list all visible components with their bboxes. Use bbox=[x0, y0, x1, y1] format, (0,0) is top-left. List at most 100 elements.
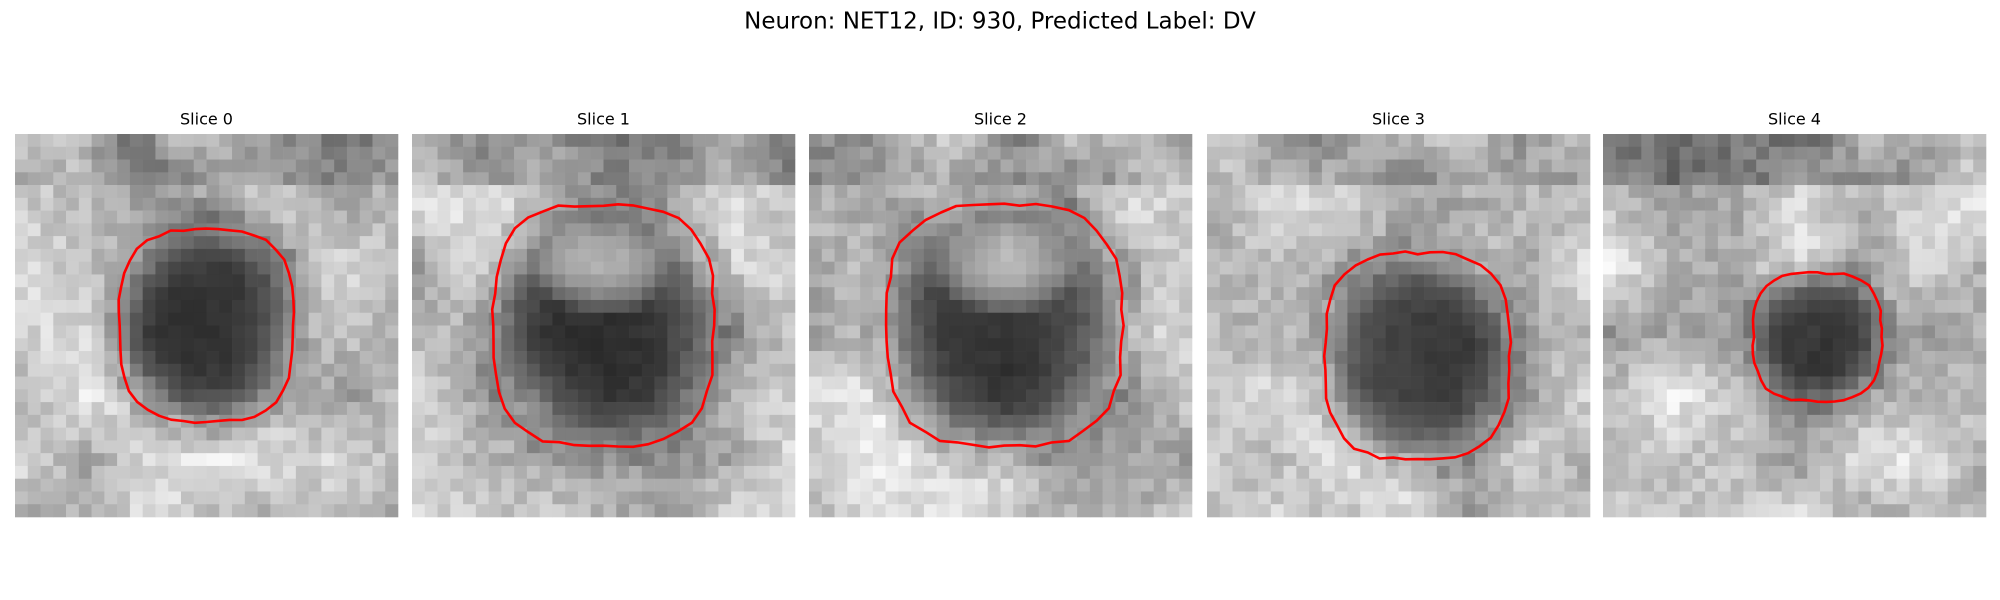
pixel bbox=[1717, 261, 1731, 275]
pixel bbox=[1756, 197, 1770, 211]
pixel bbox=[898, 312, 912, 326]
pixel bbox=[475, 185, 489, 199]
pixel bbox=[1717, 491, 1731, 505]
pixel bbox=[1832, 248, 1846, 262]
pixel bbox=[1845, 414, 1859, 428]
pixel bbox=[129, 287, 143, 301]
pixel bbox=[1679, 504, 1693, 518]
pixel bbox=[514, 453, 528, 467]
pixel bbox=[1064, 299, 1078, 314]
pixel bbox=[15, 465, 29, 479]
pixel bbox=[1089, 389, 1103, 403]
pixel bbox=[1615, 402, 1629, 416]
pixel bbox=[104, 312, 118, 326]
pixel bbox=[1551, 312, 1565, 326]
pixel bbox=[1743, 389, 1757, 403]
pixel bbox=[168, 274, 182, 288]
pixel bbox=[514, 402, 528, 416]
pixel bbox=[66, 478, 80, 492]
pixel bbox=[1717, 236, 1731, 250]
pixel bbox=[1000, 491, 1014, 505]
pixel bbox=[1973, 197, 1987, 211]
pixel bbox=[244, 351, 258, 365]
pixel bbox=[1615, 363, 1629, 377]
pixel bbox=[1883, 172, 1897, 186]
pixel bbox=[1462, 402, 1476, 416]
pixel bbox=[412, 491, 426, 505]
pixel bbox=[1794, 325, 1808, 339]
pixel bbox=[834, 325, 848, 339]
pixel bbox=[1270, 376, 1284, 390]
pixel bbox=[232, 287, 246, 301]
pixel bbox=[104, 299, 118, 314]
pixel bbox=[667, 197, 681, 211]
pixel bbox=[1321, 478, 1335, 492]
pixel bbox=[756, 172, 770, 186]
pixel bbox=[1615, 274, 1629, 288]
pixel bbox=[1102, 312, 1116, 326]
pixel bbox=[1283, 248, 1297, 262]
pixel bbox=[1219, 338, 1233, 352]
pixel bbox=[834, 465, 848, 479]
pixel bbox=[898, 248, 912, 262]
pixel bbox=[1500, 261, 1514, 275]
pixel bbox=[257, 146, 271, 160]
pixel bbox=[1449, 312, 1463, 326]
pixel bbox=[1462, 197, 1476, 211]
pixel bbox=[1449, 414, 1463, 428]
pixel bbox=[1973, 312, 1987, 326]
pixel bbox=[1077, 363, 1091, 377]
pixel bbox=[565, 363, 579, 377]
pixel bbox=[1089, 248, 1103, 262]
pixel bbox=[244, 261, 258, 275]
pixel bbox=[232, 351, 246, 365]
pixel bbox=[1551, 261, 1565, 275]
pixel bbox=[1692, 440, 1706, 454]
pixel bbox=[1615, 146, 1629, 160]
pixel bbox=[155, 185, 169, 199]
pixel bbox=[809, 491, 823, 505]
pixel bbox=[577, 453, 592, 467]
pixel bbox=[1628, 159, 1642, 173]
pixel bbox=[334, 453, 348, 467]
pixel bbox=[1089, 427, 1103, 441]
pixel bbox=[142, 325, 156, 339]
pixel bbox=[1947, 351, 1961, 365]
pixel bbox=[526, 465, 540, 479]
pixel bbox=[1960, 274, 1974, 288]
pixel bbox=[437, 134, 451, 148]
pixel bbox=[142, 414, 156, 428]
pixel bbox=[1909, 338, 1923, 352]
pixel bbox=[1730, 440, 1744, 454]
pixel bbox=[603, 134, 617, 148]
pixel bbox=[27, 210, 41, 224]
pixel bbox=[15, 402, 29, 416]
pixel bbox=[206, 440, 220, 454]
pixel bbox=[1398, 223, 1412, 237]
pixel bbox=[53, 312, 67, 326]
pixel bbox=[1051, 159, 1065, 173]
pixel bbox=[1462, 325, 1476, 339]
pixel bbox=[834, 351, 848, 365]
pixel bbox=[1513, 261, 1527, 275]
pixel bbox=[475, 376, 489, 390]
pixel bbox=[1577, 363, 1591, 377]
pixel bbox=[1756, 146, 1770, 160]
pixel bbox=[1768, 465, 1783, 479]
pixel bbox=[911, 134, 925, 148]
pixel bbox=[359, 427, 373, 441]
pixel bbox=[1089, 146, 1103, 160]
pixel bbox=[1089, 172, 1103, 186]
pixel bbox=[1909, 504, 1923, 518]
pixel bbox=[1372, 504, 1387, 518]
pixel bbox=[1013, 146, 1027, 160]
pixel bbox=[962, 504, 976, 518]
pixel bbox=[514, 185, 528, 199]
pixel bbox=[1909, 185, 1923, 199]
pixel bbox=[1089, 351, 1103, 365]
pixel bbox=[718, 363, 732, 377]
pixel bbox=[654, 248, 668, 262]
pixel bbox=[1947, 236, 1961, 250]
pixel bbox=[1526, 299, 1540, 314]
pixel bbox=[1411, 325, 1425, 339]
